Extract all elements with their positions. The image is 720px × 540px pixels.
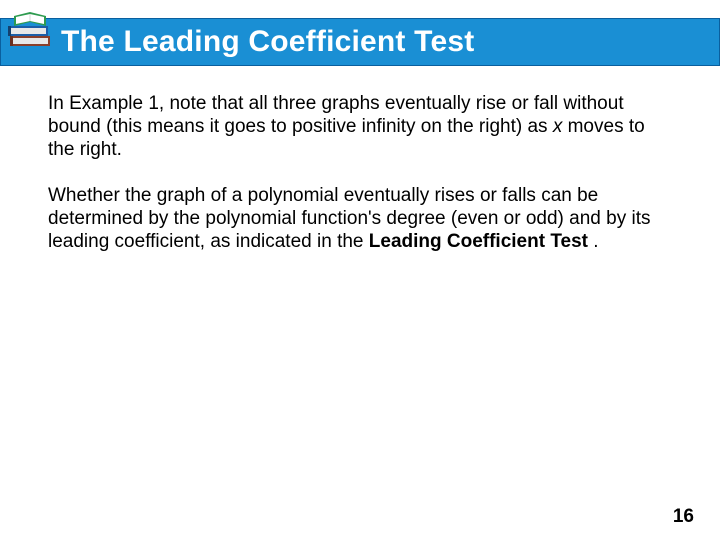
slide-body: In Example 1, note that all three graphs… — [48, 92, 668, 275]
para1-var-x: x — [553, 116, 563, 137]
slide-title-bar: The Leading Coefficient Test — [0, 18, 720, 66]
para2-text-b: . — [588, 231, 599, 252]
para2-bold: Leading Coefficient Test — [369, 231, 588, 252]
page-number: 16 — [673, 506, 694, 528]
slide-title: The Leading Coefficient Test — [61, 25, 474, 59]
paragraph-1: In Example 1, note that all three graphs… — [48, 92, 668, 162]
stacked-books-icon — [6, 6, 54, 50]
para1-text-a: In Example 1, note that all three graphs… — [48, 93, 624, 137]
paragraph-2: Whether the graph of a polynomial eventu… — [48, 184, 668, 254]
